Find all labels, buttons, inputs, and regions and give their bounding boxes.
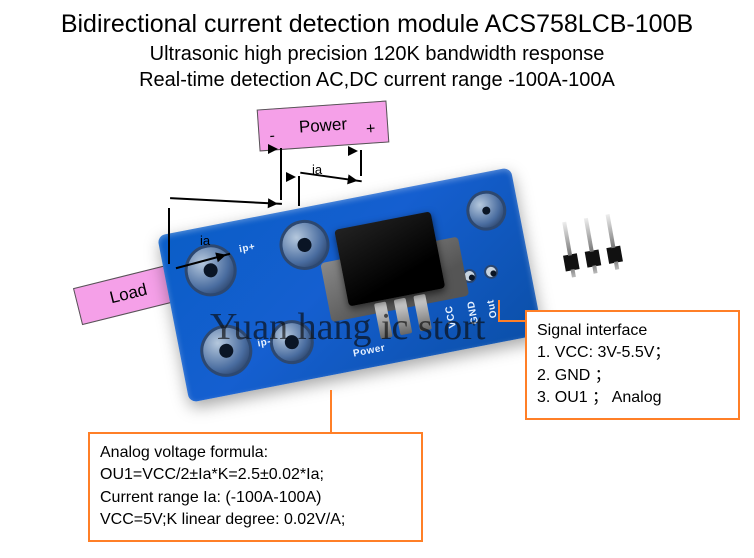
arrow-power-plus-to-pad xyxy=(300,172,362,183)
header-pin-2 xyxy=(585,249,602,267)
header-pin-3 xyxy=(606,246,623,264)
formula-line-3: VCC=5V;K linear degree: 0.02V/A; xyxy=(100,509,411,531)
watermark-text: Yuan hang ic stort xyxy=(210,305,485,349)
title-main: Bidirectional current detection module A… xyxy=(0,10,754,39)
formula-line-2: Current range Ia: (-100A-100A) xyxy=(100,487,411,509)
header-pin-1 xyxy=(563,253,580,271)
power-label: Power xyxy=(298,114,347,137)
arrow-plus-vert xyxy=(298,176,300,206)
title-rest: current detection module ACS758LCB-100B xyxy=(197,10,693,38)
signal-line-3: 3. OU1 ； Analog xyxy=(537,387,728,409)
connector-signal-1 xyxy=(500,320,526,322)
title-sub-2: Real-time detection AC,DC current range … xyxy=(0,67,754,93)
power-minus: - xyxy=(269,127,276,145)
formula-box: Analog voltage formula: OU1=VCC/2±Ia*K=2… xyxy=(88,432,423,542)
title-sub-1: Ultrasonic high precision 120K bandwidth… xyxy=(0,41,754,67)
arrow-power-minus-down xyxy=(280,148,282,200)
header-pin-strip xyxy=(555,199,644,272)
arrow-power-to-load-h xyxy=(170,197,282,205)
signal-line-2: 2. GND ； xyxy=(537,365,728,387)
title-prefix: Bidirectional xyxy=(61,10,197,38)
load-label: Load xyxy=(108,280,150,309)
ia-label-1: ia xyxy=(312,162,322,177)
arrow-power-plus-down xyxy=(360,150,362,176)
ia-label-2: ia xyxy=(200,233,210,248)
signal-heading: Signal interface xyxy=(537,320,728,342)
connector-formula-1 xyxy=(330,390,332,432)
pcb-module: ip+ ip- Power VCC GND Out xyxy=(157,167,543,403)
formula-heading: Analog voltage formula: xyxy=(100,442,411,464)
power-plus: + xyxy=(365,120,376,139)
arrow-load-vert xyxy=(168,208,170,264)
signal-line-1: 1. VCC: 3V-5.5V； xyxy=(537,342,728,364)
title-block: Bidirectional current detection module A… xyxy=(0,10,754,93)
signal-interface-box: Signal interface 1. VCC: 3V-5.5V； 2. GND… xyxy=(525,310,740,420)
connector-signal-2 xyxy=(498,300,500,322)
formula-line-1: OU1=VCC/2±Ia*K=2.5±0.02*Ia; xyxy=(100,464,411,486)
